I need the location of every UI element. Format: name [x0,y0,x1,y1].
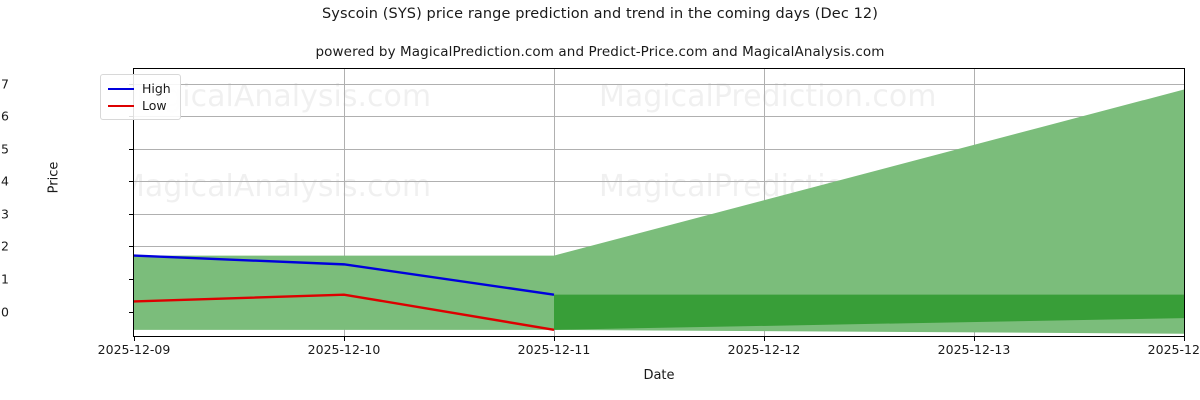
horizontal-gridline [134,213,1184,215]
legend-label-high: High [142,81,171,96]
y-tick-mark [129,246,133,248]
y-tick-label: 0.023 [0,206,9,222]
y-tick-mark [129,311,133,313]
x-axis-label: Date [643,368,675,383]
legend-swatch-low [108,104,134,107]
plot-area: MagicalAnalysis.com MagicalPrediction.com… [133,68,1185,337]
series-line-high [134,256,554,295]
y-tick-mark [129,148,133,150]
chart-title: Syscoin (SYS) price range prediction and… [321,6,879,22]
y-tick-mark [129,181,133,183]
y-axis-label: Price [46,161,62,194]
legend-item-high: High [108,80,171,97]
x-tick-mark [344,337,345,341]
x-tick-mark [764,337,765,341]
horizontal-gridline [134,148,1184,150]
vertical-gridline [554,69,555,336]
x-tick-mark [974,337,975,341]
horizontal-gridline [134,116,1184,118]
y-tick-label: 0.020 [0,304,9,320]
y-tick-label: 0.026 [0,108,9,124]
plot-inner: MagicalAnalysis.com MagicalPrediction.com… [134,69,1184,336]
chart-subtitle: powered by MagicalPrediction.com and Pre… [315,44,885,60]
x-tick-label: 2025-12-14 [1147,342,1200,357]
chart-legend[interactable]: High Low [100,74,181,120]
x-tick-label: 2025-12-09 [97,342,171,357]
horizontal-gridline [134,83,1184,85]
series-line-low [134,295,554,330]
x-tick-label: 2025-12-12 [727,342,801,357]
band-inner-range-band [554,294,1184,330]
x-tick-mark [134,337,135,341]
y-tick-mark [129,279,133,281]
x-tick-label: 2025-12-13 [937,342,1011,357]
x-tick-mark [554,337,555,341]
x-tick-label: 2025-12-10 [307,342,381,357]
legend-label-low: Low [142,98,167,113]
x-tick-label: 2025-12-11 [517,342,591,357]
y-tick-label: 0.027 [0,76,9,92]
y-tick-label: 0.024 [0,173,9,189]
x-tick-mark [1184,337,1185,341]
legend-item-low: Low [108,97,171,114]
legend-swatch-high [108,87,134,90]
vertical-gridline [344,69,345,336]
horizontal-gridline [134,181,1184,183]
y-tick-label: 0.022 [0,238,9,254]
y-tick-label: 0.025 [0,141,9,157]
series-layer [134,89,1184,334]
y-tick-label: 0.021 [0,271,9,287]
y-tick-mark [129,213,133,215]
